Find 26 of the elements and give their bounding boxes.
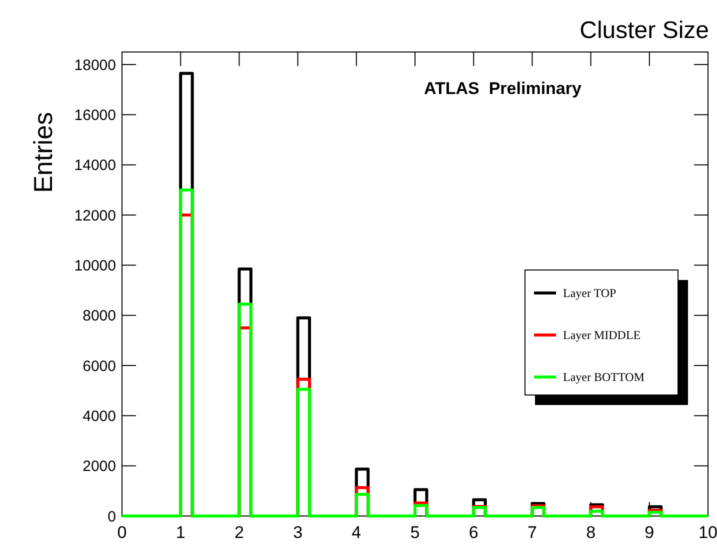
y-tick-label: 18000 — [74, 56, 116, 74]
legend-label: Layer TOP — [563, 286, 617, 300]
chart-title: Cluster Size — [580, 17, 709, 44]
annotation: ATLAS Preliminary — [424, 79, 582, 98]
x-tick-label: 3 — [293, 523, 303, 542]
y-tick-label: 10000 — [74, 257, 116, 274]
y-tick-label: 4000 — [82, 408, 116, 425]
x-tick-label: 8 — [586, 523, 596, 542]
y-tick-label: 16000 — [74, 106, 116, 124]
x-tick-label: 7 — [527, 523, 537, 542]
x-tick-label: 2 — [234, 523, 244, 542]
legend-label: Layer BOTTOM — [563, 370, 645, 384]
y-tick-label: 12000 — [74, 207, 116, 224]
x-tick-label: 6 — [468, 523, 478, 542]
y-tick-label: 14000 — [74, 157, 116, 174]
y-axis-title: Entries — [28, 112, 58, 193]
x-tick-label: 1 — [176, 523, 186, 542]
y-tick-label: 8000 — [82, 308, 116, 325]
y-tick-label: 6000 — [82, 358, 116, 375]
y-tick-label: 2000 — [82, 458, 116, 476]
y-tick-label: 0 — [108, 508, 116, 526]
x-tick-label: 10 — [698, 523, 717, 542]
x-tick-label: 4 — [352, 523, 362, 542]
legend-label: Layer MIDDLE — [563, 328, 641, 342]
x-tick-label: 9 — [644, 523, 654, 542]
x-tick-label: 5 — [410, 523, 420, 542]
